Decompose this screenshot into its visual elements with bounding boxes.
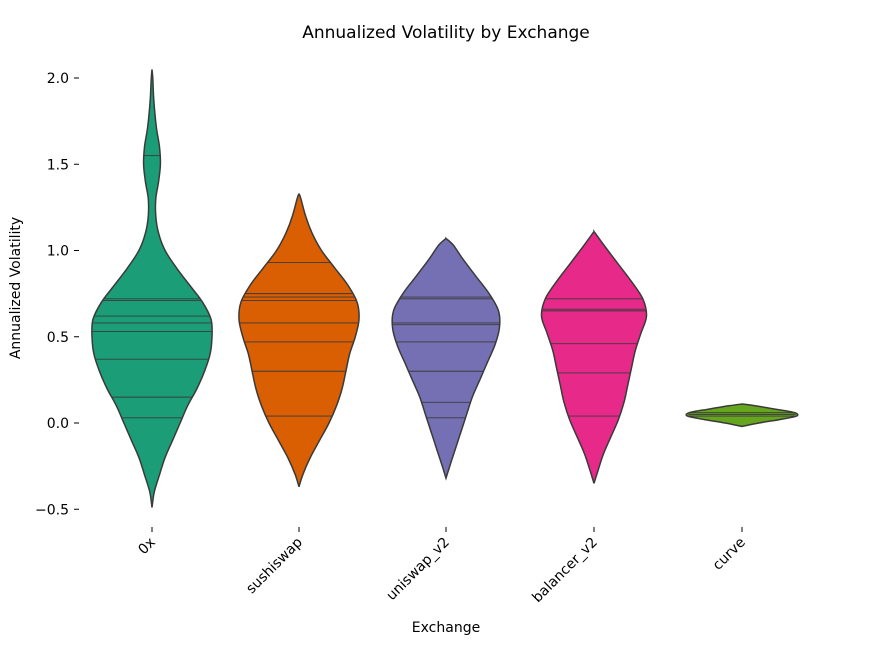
violin-body <box>238 193 360 488</box>
y-tick-label: 2.0 <box>47 71 69 87</box>
y-tick-label: 0.5 <box>47 330 69 346</box>
y-axis-label: Annualized Volatility <box>8 217 24 359</box>
y-tick-label: −0.5 <box>35 502 69 518</box>
x-axis: 0x sushiswap uniswap_v2 balancer_v2 curve <box>135 527 749 606</box>
y-tick-label: 0.0 <box>47 416 69 432</box>
x-axis-label: Exchange <box>412 620 480 636</box>
violin-body <box>685 403 799 428</box>
x-tick-label: sushiswap <box>243 534 306 597</box>
violin-body <box>391 236 501 481</box>
y-tick-label: 1.5 <box>47 157 69 173</box>
violin-body <box>540 229 648 484</box>
violin-body <box>91 69 213 508</box>
violin-sushiswap <box>238 193 360 488</box>
x-tick-label: balancer_v2 <box>529 535 600 606</box>
violin-0x <box>91 69 213 508</box>
violin-curve <box>685 403 799 428</box>
y-tick-label: 1.0 <box>47 244 69 260</box>
chart-title: Annualized Volatility by Exchange <box>302 23 590 43</box>
x-tick-label: uniswap_v2 <box>383 535 452 604</box>
violins <box>91 69 799 508</box>
violin-uniswap_v2 <box>391 236 501 481</box>
x-tick-label: curve <box>710 535 749 574</box>
x-tick-label: 0x <box>135 535 158 558</box>
y-axis: 2.0 1.5 1.0 0.5 0.0 −0.5 <box>35 71 79 518</box>
violin-balancer_v2 <box>540 229 648 484</box>
